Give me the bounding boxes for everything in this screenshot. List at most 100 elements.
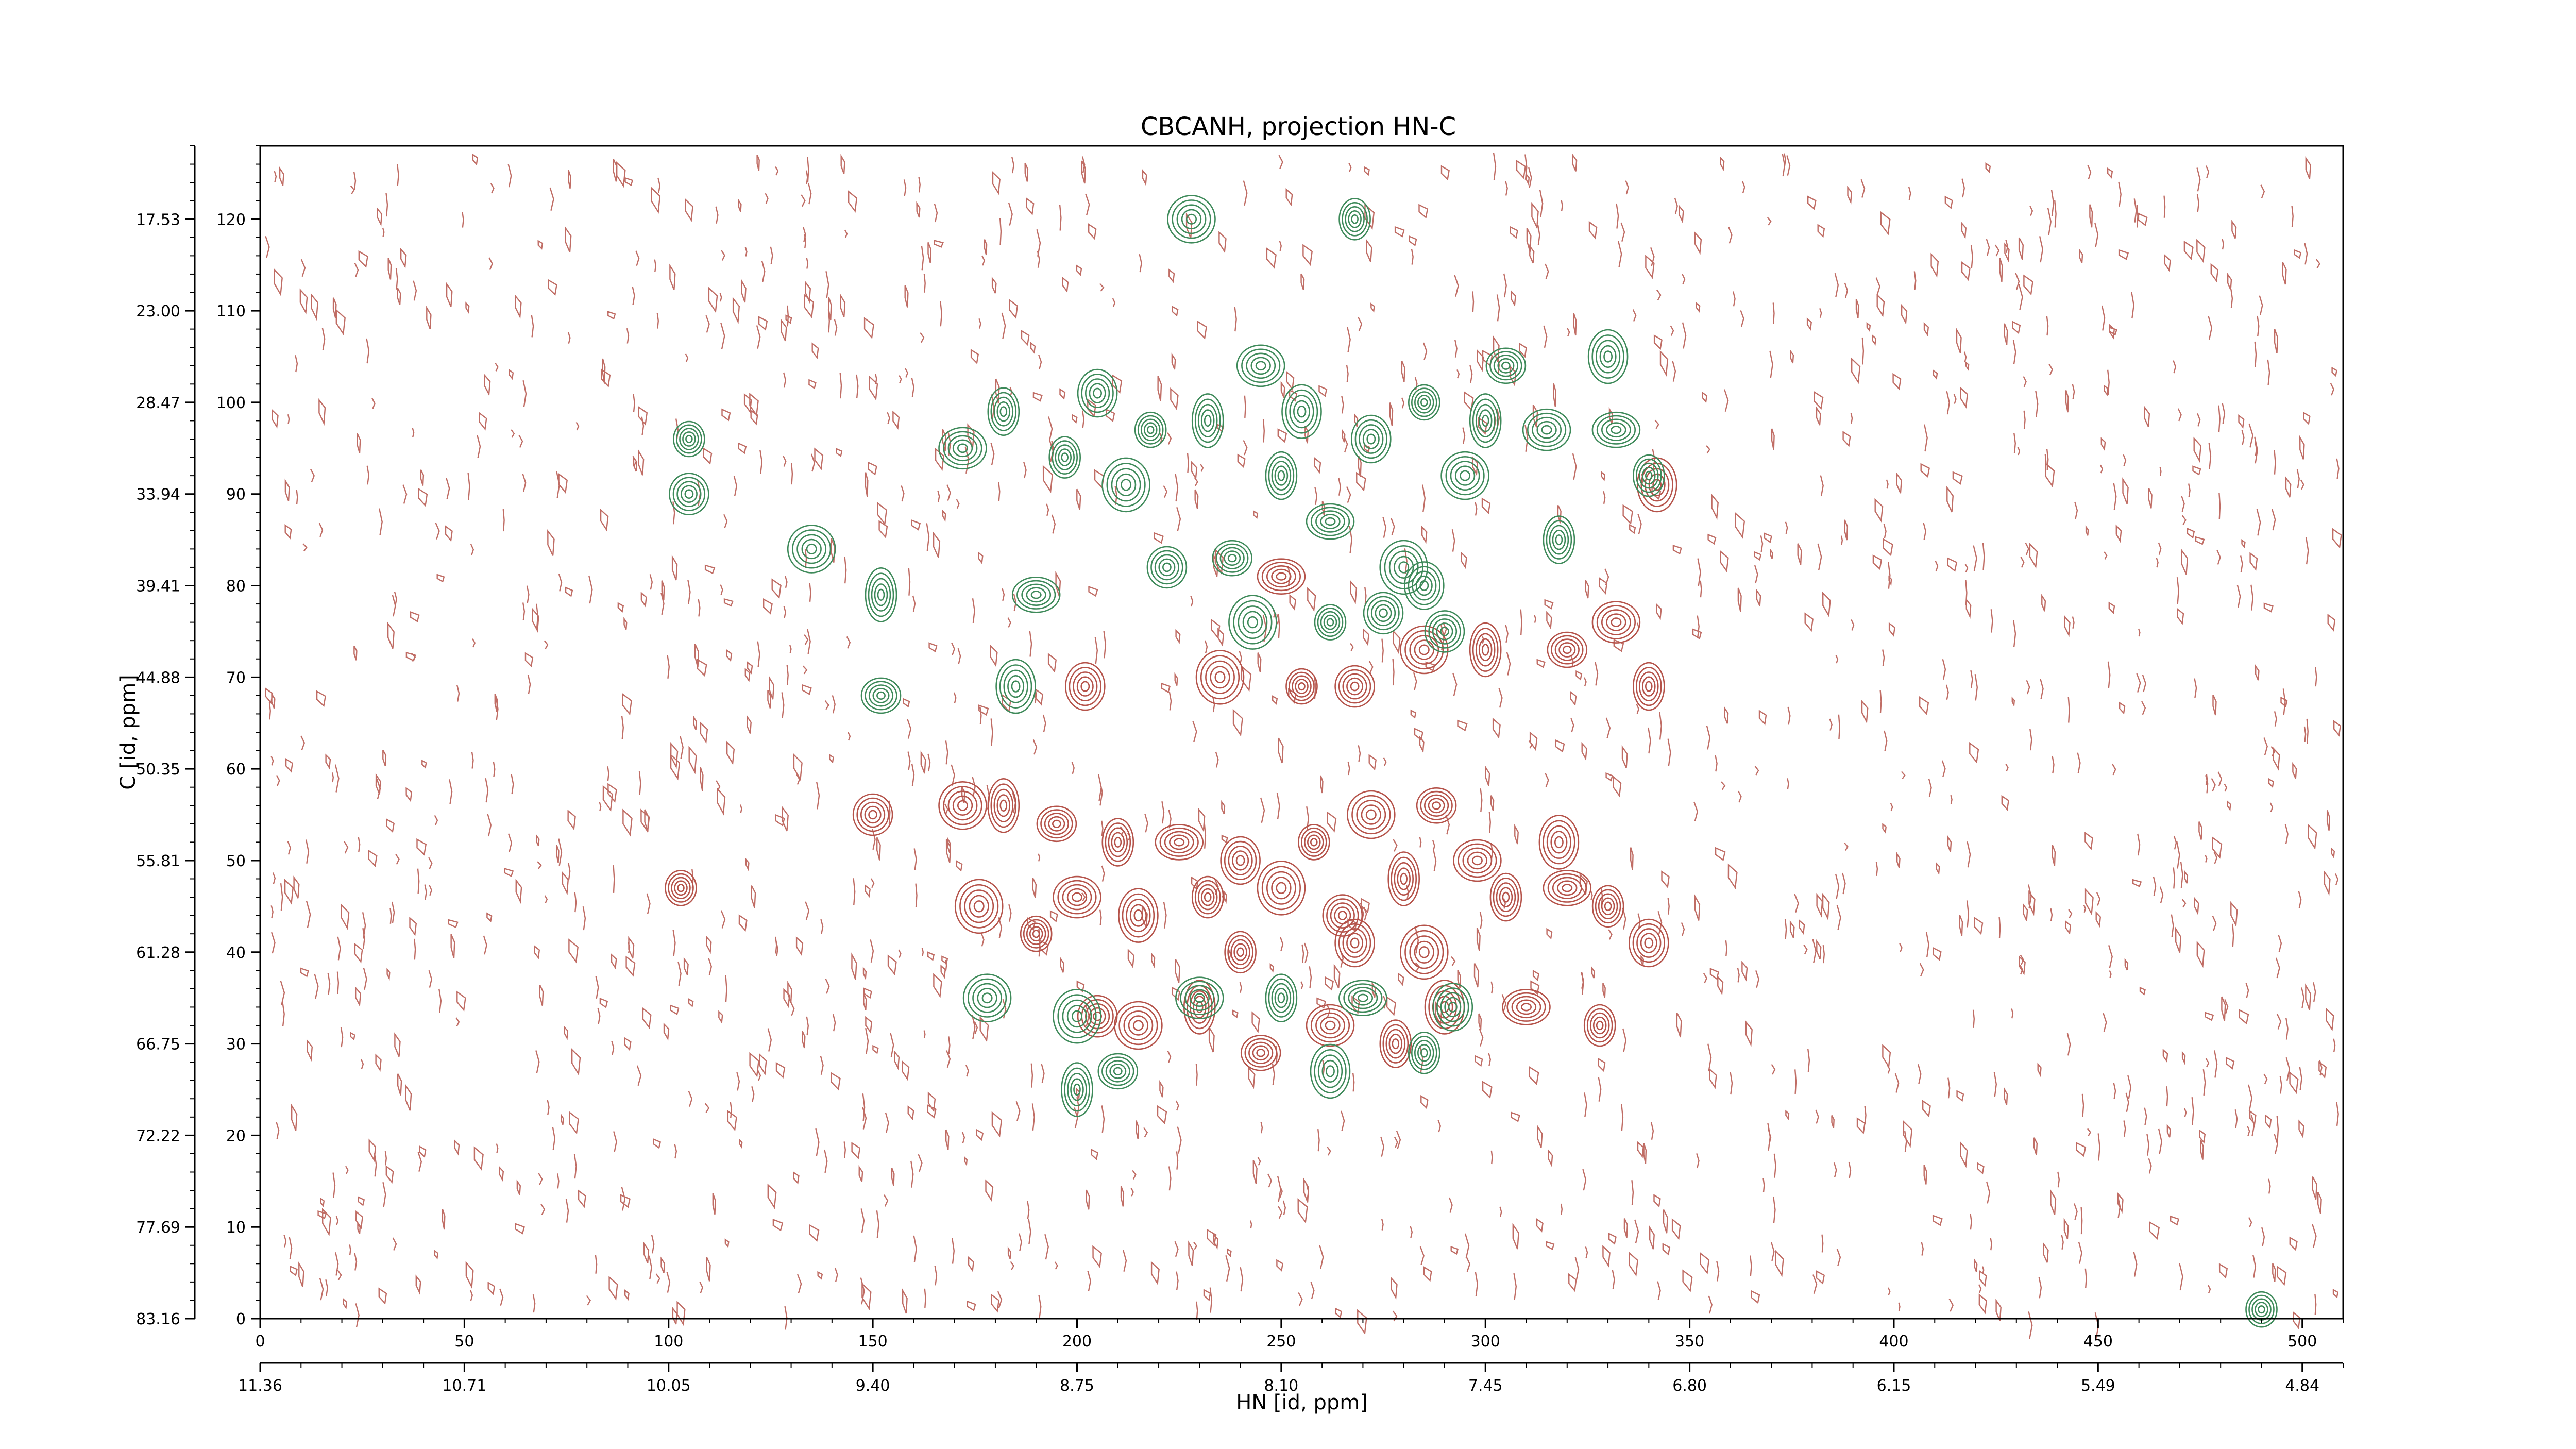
contour-ring xyxy=(1052,440,1078,475)
contour-ring xyxy=(680,485,698,503)
negative-peak xyxy=(1502,989,1551,1025)
y-tick-label: 77.69 xyxy=(136,1219,180,1237)
contour-ring xyxy=(1338,197,1371,241)
contour-ring xyxy=(1306,1004,1355,1047)
contour-ring xyxy=(1557,880,1578,896)
x-axis-label: HN [id, ppm] xyxy=(1236,1391,1368,1414)
contour-ring xyxy=(1224,550,1241,566)
contour-ring xyxy=(969,895,989,918)
contour-ring xyxy=(1366,433,1376,445)
contour-ring xyxy=(1268,978,1295,1018)
y-tick-label: 110 xyxy=(216,302,246,321)
contour-ring xyxy=(1158,558,1176,577)
contour-ring xyxy=(1244,1038,1277,1068)
contour-ring xyxy=(1481,414,1489,427)
contour-ring xyxy=(2255,1302,2268,1318)
negative-peak xyxy=(1489,872,1522,922)
contour-ring xyxy=(1412,570,1437,601)
x-tick-label: 8.75 xyxy=(1060,1377,1094,1395)
contour-ring xyxy=(1493,355,1518,377)
contour-ring xyxy=(1227,935,1253,970)
contour-ring xyxy=(787,525,836,574)
contour-ring xyxy=(1362,429,1380,449)
contour-ring xyxy=(1195,650,1245,705)
contour-ring xyxy=(1343,983,1383,1013)
contour-ring xyxy=(938,781,987,830)
contour-ring xyxy=(1233,943,1247,962)
contour-ring xyxy=(1007,675,1025,698)
contour-ring xyxy=(1418,644,1430,655)
positive-peak xyxy=(673,420,705,458)
y-tick-label: 60 xyxy=(226,761,246,779)
contour-ring xyxy=(1589,1012,1610,1039)
negative-peak xyxy=(1400,625,1449,675)
contour-ring xyxy=(1424,610,1465,653)
contour-ring xyxy=(1414,391,1434,414)
contour-ring xyxy=(1411,1036,1437,1070)
contour-ring xyxy=(1497,358,1515,374)
contour-ring xyxy=(1261,562,1301,592)
contour-ring xyxy=(1334,665,1375,708)
contour-ring xyxy=(876,691,886,700)
contour-ring xyxy=(1325,1020,1336,1031)
contour-ring xyxy=(957,800,969,811)
y-tick-label: 50 xyxy=(226,852,246,870)
contour-ring xyxy=(1271,983,1292,1013)
contour-ring xyxy=(1252,1045,1269,1061)
contour-ring xyxy=(1391,856,1417,901)
contour-ring xyxy=(1072,892,1083,902)
contour-ring xyxy=(1205,660,1235,694)
contour-ring xyxy=(1598,893,1618,920)
y-ppm-axis: 83.16 77.69 72.22 66.75 61.28 55.81 50.35 44.88… xyxy=(136,145,196,1328)
contour-ring xyxy=(1549,525,1569,555)
x-tick-label: 10.71 xyxy=(442,1377,486,1395)
contour-ring xyxy=(1301,827,1327,857)
positive-peak xyxy=(1314,604,1347,641)
contour-ring xyxy=(1320,514,1341,529)
contour-ring xyxy=(1481,644,1489,656)
positive-peak xyxy=(1363,592,1404,635)
contour-ring xyxy=(1101,1056,1134,1086)
positive-peak xyxy=(1485,347,1527,384)
contour-ring xyxy=(1450,461,1480,491)
contour-ring xyxy=(1462,847,1493,874)
negative-peak xyxy=(1195,650,1245,705)
contour-ring xyxy=(1064,1067,1090,1112)
contour-ring xyxy=(1081,373,1114,413)
contour-ring xyxy=(1591,885,1624,928)
contour-ring xyxy=(959,884,999,929)
contour-ring xyxy=(1133,909,1143,922)
contour-ring xyxy=(801,538,822,560)
contour-ring xyxy=(1021,583,1052,606)
contour-ring xyxy=(1592,1016,1607,1035)
contour-ring xyxy=(1532,416,1562,443)
contour-ring xyxy=(1200,655,1240,700)
contour-ring xyxy=(1154,554,1179,581)
positive-peak xyxy=(1011,577,1061,613)
contour-ring xyxy=(1048,816,1065,832)
contour-ring xyxy=(1128,1015,1149,1036)
y-tick-label: 0 xyxy=(236,1310,246,1328)
contour-ring xyxy=(1357,993,1368,1002)
contour-ring xyxy=(1186,213,1197,225)
contour-ring xyxy=(990,392,1017,431)
contour-ring xyxy=(1044,813,1069,835)
contour-ring xyxy=(1175,976,1224,1019)
contour-ring xyxy=(1522,408,1571,451)
contour-ring xyxy=(1167,194,1216,244)
positive-peak xyxy=(1404,561,1445,610)
positive-peak xyxy=(1228,595,1277,650)
contour-ring xyxy=(1304,831,1324,854)
contour-ring xyxy=(1346,677,1364,696)
contour-ring xyxy=(874,583,888,606)
contour-ring xyxy=(1197,403,1218,437)
contour-ring xyxy=(1499,887,1513,907)
contour-ring xyxy=(1436,622,1453,641)
positive-peak xyxy=(1469,393,1502,448)
contour-ring xyxy=(1636,458,1662,493)
contour-ring xyxy=(1414,639,1435,660)
negative-peak xyxy=(954,879,1004,934)
contour-ring xyxy=(1543,870,1592,906)
contour-ring xyxy=(1191,393,1224,448)
positive-peak xyxy=(1522,408,1571,451)
